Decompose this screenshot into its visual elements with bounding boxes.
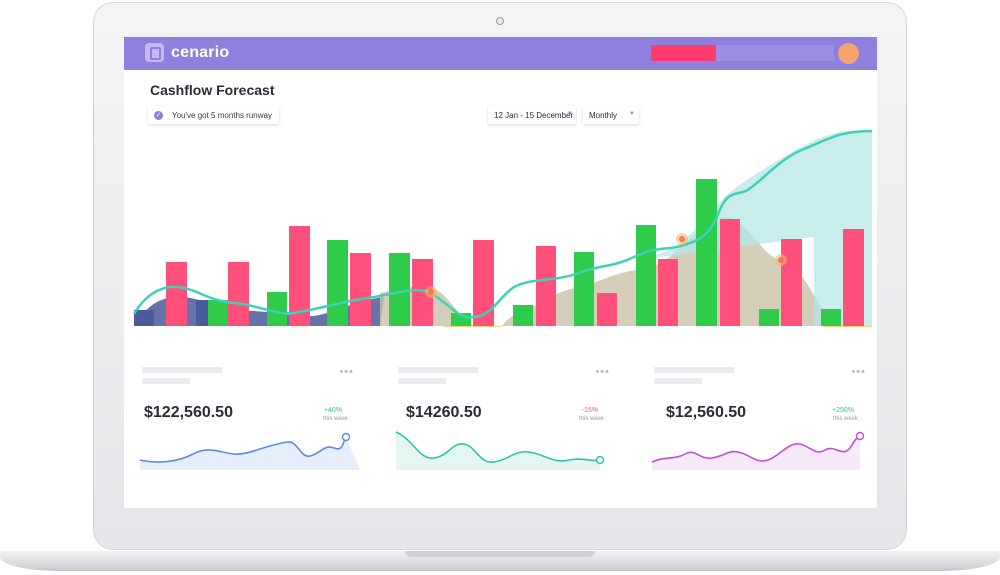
forecast-area [644, 131, 872, 326]
cashflow-bar[interactable] [412, 259, 433, 326]
more-icon[interactable]: ••• [595, 366, 610, 378]
card-sparkline [139, 432, 360, 470]
card-title-placeholder [654, 367, 734, 373]
cashflow-bar[interactable] [134, 310, 154, 326]
date-range-label: 12 Jan - 15 December [494, 111, 574, 120]
marker [679, 236, 685, 242]
cashflow-bar[interactable] [781, 239, 802, 326]
check-icon: ✓ [154, 111, 163, 120]
laptop-base-notch [405, 551, 595, 557]
runway-text: You've got 5 months runway [172, 111, 272, 120]
brand-name: cenario [171, 44, 230, 61]
more-icon[interactable]: ••• [339, 366, 354, 378]
cashflow-bar[interactable] [636, 225, 656, 326]
cashflow-bar[interactable] [389, 253, 410, 326]
cashflow-bar[interactable] [536, 246, 556, 326]
cashflow-bar[interactable] [843, 229, 864, 326]
redaction-block [651, 45, 716, 61]
cashflow-bar[interactable] [350, 253, 371, 326]
card-change: +40% [323, 407, 342, 414]
cashflow-bar[interactable] [658, 259, 678, 326]
chevron-down-icon: ▼ [629, 111, 635, 117]
runway-badge: ✓ You've got 5 months runway [148, 106, 279, 124]
card-amount: $12,560.50 [666, 404, 747, 421]
cashflow-bar[interactable] [821, 309, 841, 326]
cashflow-bar[interactable] [513, 305, 533, 326]
cashflow-bar[interactable] [327, 240, 348, 326]
laptop-base [0, 551, 1000, 571]
cashflow-bar[interactable] [759, 309, 779, 326]
app-header: cenario [124, 37, 877, 70]
cashflow-bar[interactable] [574, 252, 594, 326]
stat-card[interactable]: ••• $122,560.50 +40% this week [138, 362, 364, 477]
marker [778, 257, 784, 263]
card-change: -15% [581, 407, 598, 414]
card-amount: $14260.50 [406, 404, 482, 421]
chevron-down-icon: ▼ [567, 111, 573, 117]
forecast-markers [425, 233, 787, 298]
more-icon[interactable]: ••• [851, 366, 866, 378]
redacted-search-bar[interactable] [651, 45, 834, 61]
negative-dip [824, 326, 872, 327]
page-title: Cashflow Forecast [150, 82, 275, 98]
cashflow-bar[interactable] [720, 219, 740, 326]
card-title-placeholder [398, 367, 478, 373]
cashflow-bar[interactable] [597, 293, 617, 326]
avatar[interactable] [838, 43, 859, 64]
cashflow-bar[interactable] [696, 179, 717, 326]
cashflow-bar[interactable] [166, 262, 187, 326]
cashflow-bar[interactable] [473, 240, 494, 326]
card-period: this week [322, 416, 348, 422]
card-sparkline [395, 431, 605, 470]
period-label: Monthly [589, 111, 618, 120]
bars-group [134, 179, 864, 326]
card-amount: $122,560.50 [144, 404, 233, 421]
cashflow-bar[interactable] [289, 226, 310, 326]
card-period: this week [578, 416, 604, 422]
period-dropdown[interactable]: Monthly ▼ [583, 106, 639, 124]
app-screen: cenario Cashflow Forecast ✓ You've got 5… [124, 37, 877, 508]
stat-card[interactable]: ••• $12,560.50 +250% this week [650, 362, 876, 477]
forecast-line [132, 129, 873, 319]
cashflow-bar[interactable] [208, 300, 228, 326]
card-title-placeholder [142, 367, 222, 373]
card-subtitle-placeholder [398, 378, 446, 384]
card-subtitle-placeholder [654, 378, 702, 384]
negative-dip [444, 326, 502, 327]
cashflow-chart [132, 129, 877, 327]
camera-icon [496, 17, 504, 25]
cashflow-bar[interactable] [267, 292, 287, 326]
card-change: +250% [832, 407, 854, 414]
card-sparkline [651, 431, 865, 470]
marker [428, 289, 434, 295]
date-range-dropdown[interactable]: 12 Jan - 15 December ▼ [488, 106, 576, 124]
logo-icon[interactable] [145, 43, 164, 62]
card-subtitle-placeholder [142, 378, 190, 384]
cashflow-bar[interactable] [228, 262, 249, 326]
card-period: this week [832, 416, 858, 422]
stat-card[interactable]: ••• $14260.50 -15% this week [394, 362, 620, 477]
